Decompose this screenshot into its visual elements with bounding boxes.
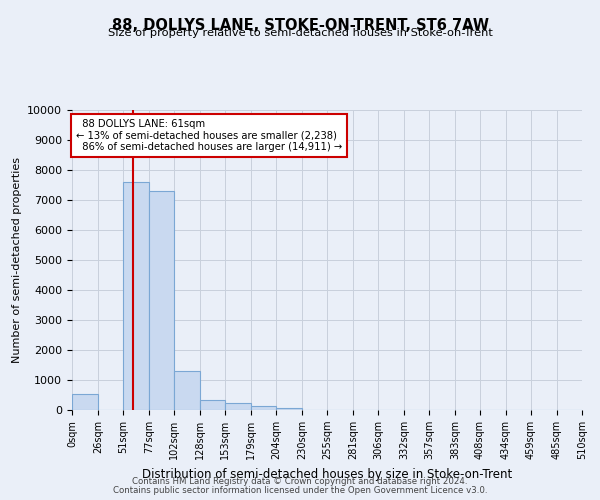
Text: 88, DOLLYS LANE, STOKE-ON-TRENT, ST6 7AW: 88, DOLLYS LANE, STOKE-ON-TRENT, ST6 7AW — [112, 18, 488, 32]
Bar — [200, 400, 225, 410]
Text: Contains HM Land Registry data © Crown copyright and database right 2024.: Contains HM Land Registry data © Crown c… — [132, 477, 468, 486]
Text: 88 DOLLYS LANE: 61sqm
← 13% of semi-detached houses are smaller (2,238)
  86% of: 88 DOLLYS LANE: 61sqm ← 13% of semi-deta… — [76, 119, 342, 152]
X-axis label: Distribution of semi-detached houses by size in Stoke-on-Trent: Distribution of semi-detached houses by … — [142, 468, 512, 480]
Bar — [174, 371, 200, 410]
Bar — [72, 394, 98, 410]
Text: Size of property relative to semi-detached houses in Stoke-on-Trent: Size of property relative to semi-detach… — [107, 28, 493, 38]
Bar — [276, 408, 302, 410]
Y-axis label: Number of semi-detached properties: Number of semi-detached properties — [12, 157, 22, 363]
Bar — [123, 182, 149, 410]
Bar — [149, 191, 174, 410]
Bar — [225, 402, 251, 410]
Text: Contains public sector information licensed under the Open Government Licence v3: Contains public sector information licen… — [113, 486, 487, 495]
Bar — [251, 406, 276, 410]
